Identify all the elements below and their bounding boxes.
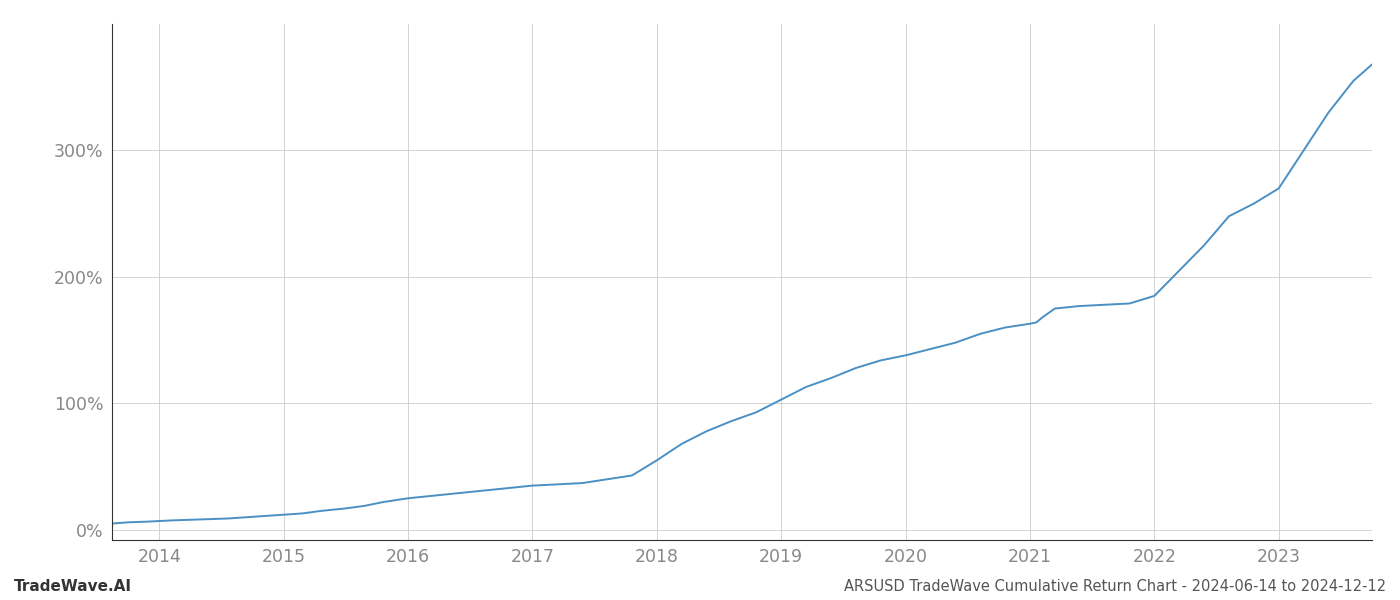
Text: TradeWave.AI: TradeWave.AI bbox=[14, 579, 132, 594]
Text: ARSUSD TradeWave Cumulative Return Chart - 2024-06-14 to 2024-12-12: ARSUSD TradeWave Cumulative Return Chart… bbox=[844, 579, 1386, 594]
